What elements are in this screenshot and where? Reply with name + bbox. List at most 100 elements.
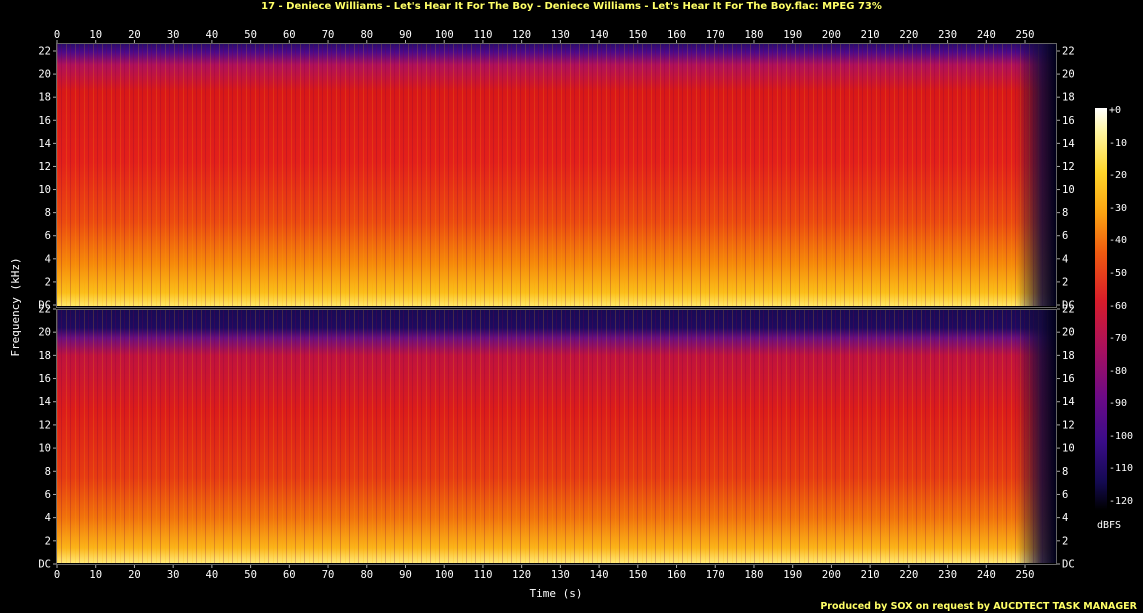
colorbar-tick-label: -120 xyxy=(1109,496,1134,507)
y-tick-label-left: 6 xyxy=(45,230,51,242)
colorbar-tick-label: -40 xyxy=(1109,235,1128,247)
y-tick-label-left: 22 xyxy=(38,304,51,316)
y-tick-label-left: 16 xyxy=(38,373,51,385)
x-axis-label: Time (s) xyxy=(530,587,583,600)
y-tick-label-right: 10 xyxy=(1062,184,1075,196)
y-tick-label-right: 22 xyxy=(1062,46,1075,58)
x-tick-label-top: 110 xyxy=(473,29,492,41)
x-tick-label-bottom: 60 xyxy=(283,569,296,581)
x-tick-label-bottom: 190 xyxy=(783,569,802,581)
x-tick-label-top: 90 xyxy=(399,29,412,41)
y-tick-label-right: 20 xyxy=(1062,69,1075,81)
x-tick-label-top: 70 xyxy=(322,29,335,41)
x-tick-label-bottom: 100 xyxy=(435,569,454,581)
x-tick-label-bottom: 30 xyxy=(167,569,180,581)
x-tick-label-bottom: 200 xyxy=(822,569,841,581)
y-tick-label-left: 20 xyxy=(38,69,51,81)
x-tick-label-bottom: 20 xyxy=(128,569,141,581)
colorbar-tick-label: +0 xyxy=(1109,105,1122,116)
colorbar xyxy=(1095,108,1107,510)
spectrogram-channel-1 xyxy=(57,44,1056,306)
x-tick-label-bottom: 40 xyxy=(206,569,219,581)
y-tick-label-right: 10 xyxy=(1062,443,1075,455)
y-tick-label-left: 8 xyxy=(45,207,51,219)
x-tick-label-bottom: 0 xyxy=(54,569,60,581)
x-tick-label-top: 120 xyxy=(512,29,531,41)
y-tick-label-right: 20 xyxy=(1062,327,1075,339)
spectrogram-channel-2 xyxy=(57,310,1056,563)
x-tick-label-top: 0 xyxy=(54,29,60,41)
y-tick-label-left: DC xyxy=(38,559,51,571)
y-tick-label-right: 16 xyxy=(1062,373,1075,385)
x-tick-label-top: 210 xyxy=(861,29,880,41)
y-tick-label-right: 14 xyxy=(1062,396,1075,408)
x-tick-label-bottom: 120 xyxy=(512,569,531,581)
colorbar-tick-label: -90 xyxy=(1109,398,1128,410)
colorbar-tick-label: -30 xyxy=(1109,202,1128,214)
x-tick-label-bottom: 220 xyxy=(899,569,918,581)
x-tick-label-bottom: 240 xyxy=(977,569,996,581)
x-tick-label-top: 130 xyxy=(551,29,570,41)
x-tick-label-top: 80 xyxy=(360,29,373,41)
x-tick-label-bottom: 210 xyxy=(861,569,880,581)
x-tick-label-top: 200 xyxy=(822,29,841,41)
y-tick-label-right: 6 xyxy=(1062,230,1068,242)
y-tick-label-left: 6 xyxy=(45,489,51,501)
colorbar-tick-label: -60 xyxy=(1109,300,1128,312)
x-tick-label-top: 250 xyxy=(1016,29,1035,41)
colorbar-tick-label: -50 xyxy=(1109,267,1128,279)
x-tick-label-bottom: 250 xyxy=(1016,569,1035,581)
x-tick-label-bottom: 80 xyxy=(360,569,373,581)
y-tick-label-left: DC xyxy=(38,300,51,312)
x-tick-label-top: 30 xyxy=(167,29,180,41)
y-tick-label-left: 2 xyxy=(45,535,51,547)
y-tick-label-right: 18 xyxy=(1062,350,1075,362)
x-tick-label-top: 220 xyxy=(899,29,918,41)
x-tick-label-bottom: 170 xyxy=(706,569,725,581)
x-tick-label-top: 50 xyxy=(244,29,257,41)
x-tick-label-top: 170 xyxy=(706,29,725,41)
x-tick-label-top: 10 xyxy=(89,29,102,41)
y-tick-label-right: 12 xyxy=(1062,161,1075,173)
y-tick-label-left: 20 xyxy=(38,327,51,339)
x-tick-label-bottom: 70 xyxy=(322,569,335,581)
x-tick-label-bottom: 10 xyxy=(89,569,102,581)
y-tick-label-left: 4 xyxy=(45,253,51,265)
y-tick-label-right: DC xyxy=(1062,300,1075,312)
x-tick-label-top: 180 xyxy=(744,29,763,41)
y-tick-label-left: 8 xyxy=(45,466,51,478)
y-tick-label-left: 12 xyxy=(38,161,51,173)
y-tick-label-left: 10 xyxy=(38,443,51,455)
colorbar-tick-label: -100 xyxy=(1109,430,1134,442)
colorbar-unit-label: dBFS xyxy=(1097,520,1122,531)
y-tick-label-right: 14 xyxy=(1062,138,1075,150)
x-tick-label-bottom: 130 xyxy=(551,569,570,581)
y-tick-label-left: 18 xyxy=(38,92,51,104)
colorbar-tick-label: -70 xyxy=(1109,333,1128,345)
x-tick-label-top: 160 xyxy=(667,29,686,41)
y-tick-label-right: 2 xyxy=(1062,276,1068,288)
y-tick-label-right: 12 xyxy=(1062,419,1075,431)
x-tick-label-bottom: 90 xyxy=(399,569,412,581)
y-tick-label-left: 18 xyxy=(38,350,51,362)
plot-frame-top xyxy=(56,43,1057,308)
x-tick-label-top: 40 xyxy=(206,29,219,41)
y-tick-label-right: DC xyxy=(1062,559,1075,571)
x-tick-label-bottom: 230 xyxy=(938,569,957,581)
y-tick-label-right: 4 xyxy=(1062,253,1068,265)
y-tick-label-left: 4 xyxy=(45,512,51,524)
x-tick-label-top: 230 xyxy=(938,29,957,41)
x-tick-label-top: 190 xyxy=(783,29,802,41)
y-tick-label-right: 4 xyxy=(1062,512,1068,524)
x-tick-label-bottom: 150 xyxy=(628,569,647,581)
y-tick-label-left: 16 xyxy=(38,115,51,127)
chart-title: 17 - Deniece Williams - Let's Hear It Fo… xyxy=(261,1,882,12)
y-tick-label-left: 14 xyxy=(38,396,51,408)
y-tick-label-left: 22 xyxy=(38,46,51,58)
x-tick-label-top: 20 xyxy=(128,29,141,41)
x-tick-label-top: 100 xyxy=(435,29,454,41)
colorbar-tick-label: -110 xyxy=(1109,463,1134,475)
y-tick-label-left: 10 xyxy=(38,184,51,196)
plot-frame-bottom xyxy=(56,309,1057,565)
